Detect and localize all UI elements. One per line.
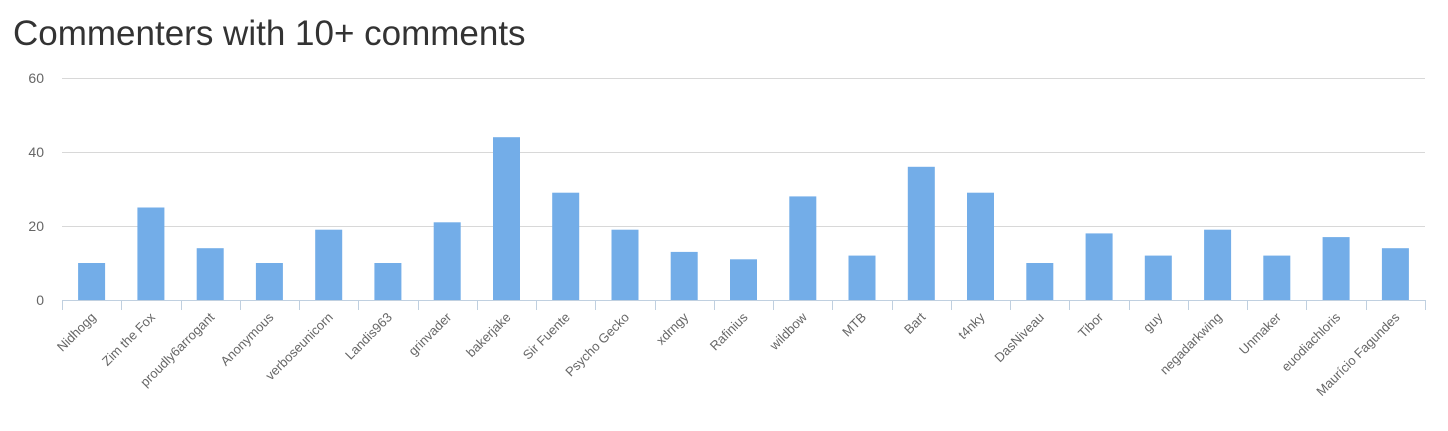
page-title: Commenters with 10+ comments <box>13 14 526 53</box>
x-tick-label: bakerjake <box>463 310 513 360</box>
bar <box>1322 237 1350 300</box>
x-tick-label: Psycho Gecko <box>562 310 632 380</box>
x-tick-label: t4nky <box>955 309 988 342</box>
bar <box>493 137 520 300</box>
x-tick-label: Anonymous <box>217 309 277 369</box>
bar <box>848 255 876 300</box>
bar <box>315 229 343 300</box>
bar <box>1144 255 1172 300</box>
bar <box>1204 229 1232 300</box>
bar <box>1085 233 1113 300</box>
bar <box>433 222 461 300</box>
x-tick-label: euodiachloris <box>1278 309 1343 374</box>
x-tick-label: DasNiveau <box>991 310 1047 366</box>
bar <box>611 229 639 300</box>
x-tick-label: Nidhogg <box>54 310 99 355</box>
bars <box>78 137 1409 300</box>
x-tick-label: negadarkwing <box>1157 310 1225 378</box>
bar <box>1026 263 1054 300</box>
bar <box>196 248 224 300</box>
x-tick-label: Zim the Fox <box>99 309 158 368</box>
y-axis-ticks: 0 20 40 60 <box>28 70 44 308</box>
bar <box>552 192 580 300</box>
y-tick-label: 40 <box>28 144 44 160</box>
bar <box>670 251 698 300</box>
x-tick-label: Landis963 <box>342 310 395 363</box>
x-tick-label: guy <box>1140 309 1166 335</box>
x-tick-label: Rafinius <box>707 309 751 353</box>
bar <box>1263 255 1291 300</box>
x-axis <box>62 300 1426 310</box>
bar <box>255 263 283 300</box>
x-tick-label: Bart <box>901 309 929 337</box>
bar <box>730 259 757 300</box>
bar <box>907 166 935 300</box>
x-tick-label: xdrngy <box>653 309 692 348</box>
y-tick-label: 0 <box>36 292 44 308</box>
bar <box>137 207 165 300</box>
y-tick-label: 20 <box>28 218 44 234</box>
x-tick-label: MTB <box>839 310 869 340</box>
bar <box>1381 248 1409 300</box>
x-tick-label: wildbow <box>766 309 810 353</box>
bar <box>789 196 817 300</box>
gridlines <box>62 78 1425 227</box>
x-tick-label: grinvader <box>405 309 454 358</box>
bar <box>374 263 402 300</box>
bar <box>78 263 106 300</box>
y-tick-label: 60 <box>28 70 44 86</box>
bar <box>967 192 994 300</box>
x-tick-label: Tibor <box>1075 309 1107 341</box>
x-tick-label: Sir Fuente <box>520 310 573 363</box>
x-tick-label: Unmaker <box>1236 309 1284 357</box>
